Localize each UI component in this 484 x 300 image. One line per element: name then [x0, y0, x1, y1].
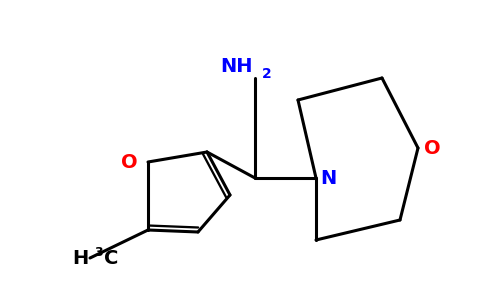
Text: O: O: [121, 152, 138, 172]
Text: NH: NH: [221, 57, 253, 76]
Text: 2: 2: [262, 67, 272, 81]
Text: O: O: [424, 139, 440, 158]
Text: C: C: [104, 248, 119, 268]
Text: N: N: [320, 169, 336, 188]
Text: H: H: [72, 248, 88, 268]
Text: 3: 3: [94, 247, 103, 260]
